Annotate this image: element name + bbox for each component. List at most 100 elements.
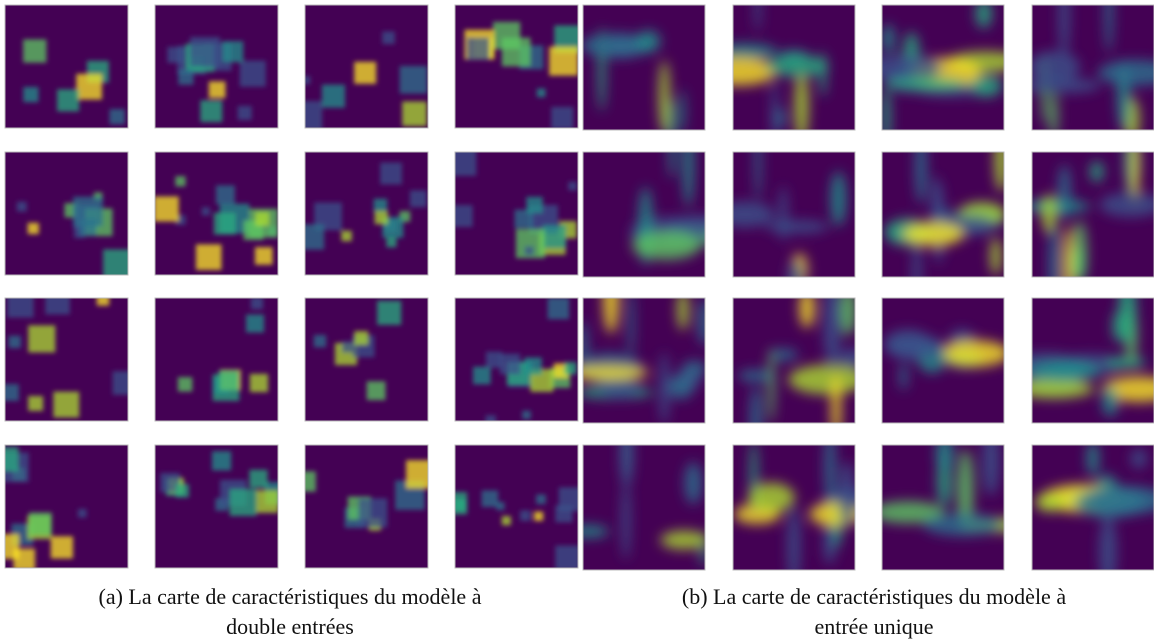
activation — [1118, 298, 1137, 346]
activation — [679, 89, 686, 130]
feature-map — [5, 5, 128, 128]
map-frame — [304, 444, 429, 569]
feature-map — [155, 5, 278, 128]
activation — [249, 373, 269, 393]
activation — [380, 162, 402, 185]
activation — [455, 152, 477, 176]
activation — [190, 37, 220, 67]
activation — [621, 480, 631, 560]
map-frame — [4, 297, 129, 422]
activation — [520, 510, 531, 521]
activation — [455, 492, 468, 515]
activation — [899, 362, 908, 391]
activation — [374, 210, 388, 225]
activation — [1041, 194, 1057, 234]
activation — [1102, 385, 1119, 417]
activation — [13, 548, 36, 568]
map-frame — [4, 4, 129, 129]
activation — [522, 410, 531, 420]
activation — [536, 494, 546, 505]
activation — [551, 106, 574, 128]
activation — [684, 461, 703, 505]
activation — [830, 171, 847, 227]
activation — [402, 101, 427, 127]
map-frame — [154, 151, 279, 276]
map-frame — [304, 297, 429, 422]
activation — [175, 215, 186, 225]
activation — [526, 196, 543, 214]
map-frame — [732, 297, 856, 424]
activation — [1032, 77, 1102, 94]
activation — [748, 482, 795, 513]
activation — [823, 522, 837, 565]
activation — [824, 445, 836, 507]
feature-map — [1032, 445, 1154, 570]
activation — [237, 105, 252, 120]
feature-map — [882, 298, 1004, 423]
activation — [213, 212, 236, 235]
feature-map — [155, 152, 278, 275]
map-frame — [154, 444, 279, 569]
activation — [501, 37, 531, 67]
map-frame — [1031, 151, 1154, 278]
activation — [882, 54, 943, 82]
activation — [882, 501, 945, 524]
map-frame — [582, 151, 706, 278]
feature-map — [455, 152, 578, 275]
activation — [733, 201, 775, 228]
map-background — [305, 298, 428, 421]
activation — [838, 347, 855, 368]
activation — [1072, 220, 1087, 277]
activation — [211, 451, 232, 471]
activation — [524, 246, 534, 256]
activation — [255, 490, 278, 513]
feature-map — [455, 445, 578, 568]
activation — [697, 298, 705, 346]
activation — [399, 65, 428, 94]
activation — [558, 487, 578, 512]
activation — [466, 37, 490, 60]
activation — [5, 446, 19, 472]
activation — [93, 192, 103, 201]
activation — [358, 498, 388, 528]
activation — [632, 231, 701, 260]
activation — [175, 176, 186, 187]
activation — [524, 357, 542, 375]
map-frame — [454, 151, 579, 276]
map-frame — [154, 4, 279, 129]
activation — [1058, 5, 1070, 59]
feature-map — [155, 298, 278, 421]
activation — [496, 501, 505, 511]
activation — [749, 386, 762, 423]
activation — [473, 366, 491, 385]
activation — [738, 369, 772, 382]
feature-map — [455, 298, 578, 421]
activation — [8, 335, 21, 349]
activation — [485, 351, 503, 368]
feature-map — [305, 445, 428, 568]
activation — [788, 364, 855, 395]
activation — [940, 340, 1004, 367]
feature-map — [583, 298, 705, 423]
activation — [341, 230, 352, 242]
map-frame — [881, 297, 1005, 424]
activation — [16, 201, 27, 212]
activation — [7, 298, 34, 318]
activation — [636, 30, 661, 53]
activation — [1105, 356, 1147, 369]
feature-map — [733, 152, 855, 277]
feature-map — [1032, 298, 1154, 423]
map-frame — [732, 4, 856, 131]
feature-map — [882, 445, 1004, 570]
activation — [668, 152, 676, 179]
activation — [787, 260, 804, 277]
activation — [28, 512, 52, 536]
activation — [5, 384, 19, 401]
activation — [794, 69, 809, 130]
map-frame — [881, 151, 1005, 278]
activation — [409, 190, 427, 208]
feature-map — [583, 445, 705, 570]
activation — [583, 321, 589, 373]
activation — [754, 5, 761, 32]
